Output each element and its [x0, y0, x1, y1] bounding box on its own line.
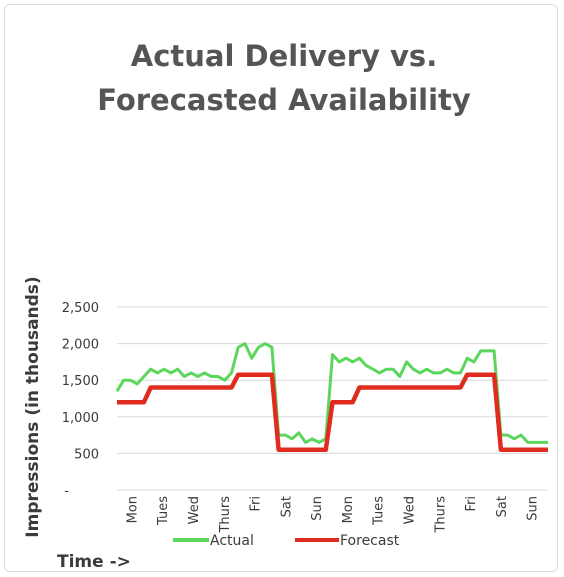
chart-frame: Actual Delivery vs. Forecasted Availabil… [4, 4, 558, 572]
series-lines [115, 342, 548, 452]
series-line-actual [115, 342, 548, 444]
legend: Actual Forecast [173, 533, 400, 549]
x-tick-label: Sat [495, 496, 510, 517]
x-tick-label: Mon [125, 496, 140, 523]
x-tick-label: Mon [341, 496, 356, 523]
y-tick-label: 1,500 [62, 374, 99, 389]
x-tick-label: Thurs [433, 496, 448, 534]
y-axis-label: Impressions (in thousands) [23, 276, 43, 537]
y-tick-label: 2,500 [62, 301, 99, 316]
legend-forecast-label: Forecast [340, 533, 400, 549]
x-tick-label: Tues [156, 496, 171, 526]
x-tick-label: Fri [249, 496, 264, 512]
x-tick-label: Tues [372, 496, 387, 526]
y-tick-label: - [64, 484, 69, 499]
x-tick-label: Sat [279, 496, 294, 517]
x-tick-label: Wed [402, 496, 417, 524]
chart-svg: Actual Delivery vs. Forecasted Availabil… [23, 39, 548, 572]
x-axis-label: Time -> [57, 552, 131, 572]
y-tick-label: 1,000 [62, 411, 99, 426]
y-tick-label: 500 [74, 447, 99, 462]
x-tick-label: Thurs [218, 496, 233, 534]
x-tick-label: Sun [310, 496, 325, 521]
chart-title-line-2: Forecasted Availability [97, 83, 471, 117]
chart-title-line-1: Actual Delivery vs. [131, 39, 437, 73]
x-tick-labels: Mon Tues Wed Thurs Fri Sat Sun Mon Tues Wed Thurs F… [125, 496, 540, 534]
x-tick-label: Wed [187, 496, 202, 524]
y-tick-labels: 2,500 2,000 1,500 1,000 500 - [62, 301, 99, 499]
x-tick-label: Fri [464, 496, 479, 512]
series-line-forecast [117, 372, 548, 452]
gridlines [117, 306, 548, 491]
legend-actual-label: Actual [210, 533, 254, 549]
x-tick-label: Sun [526, 496, 541, 521]
y-tick-label: 2,000 [62, 338, 99, 353]
